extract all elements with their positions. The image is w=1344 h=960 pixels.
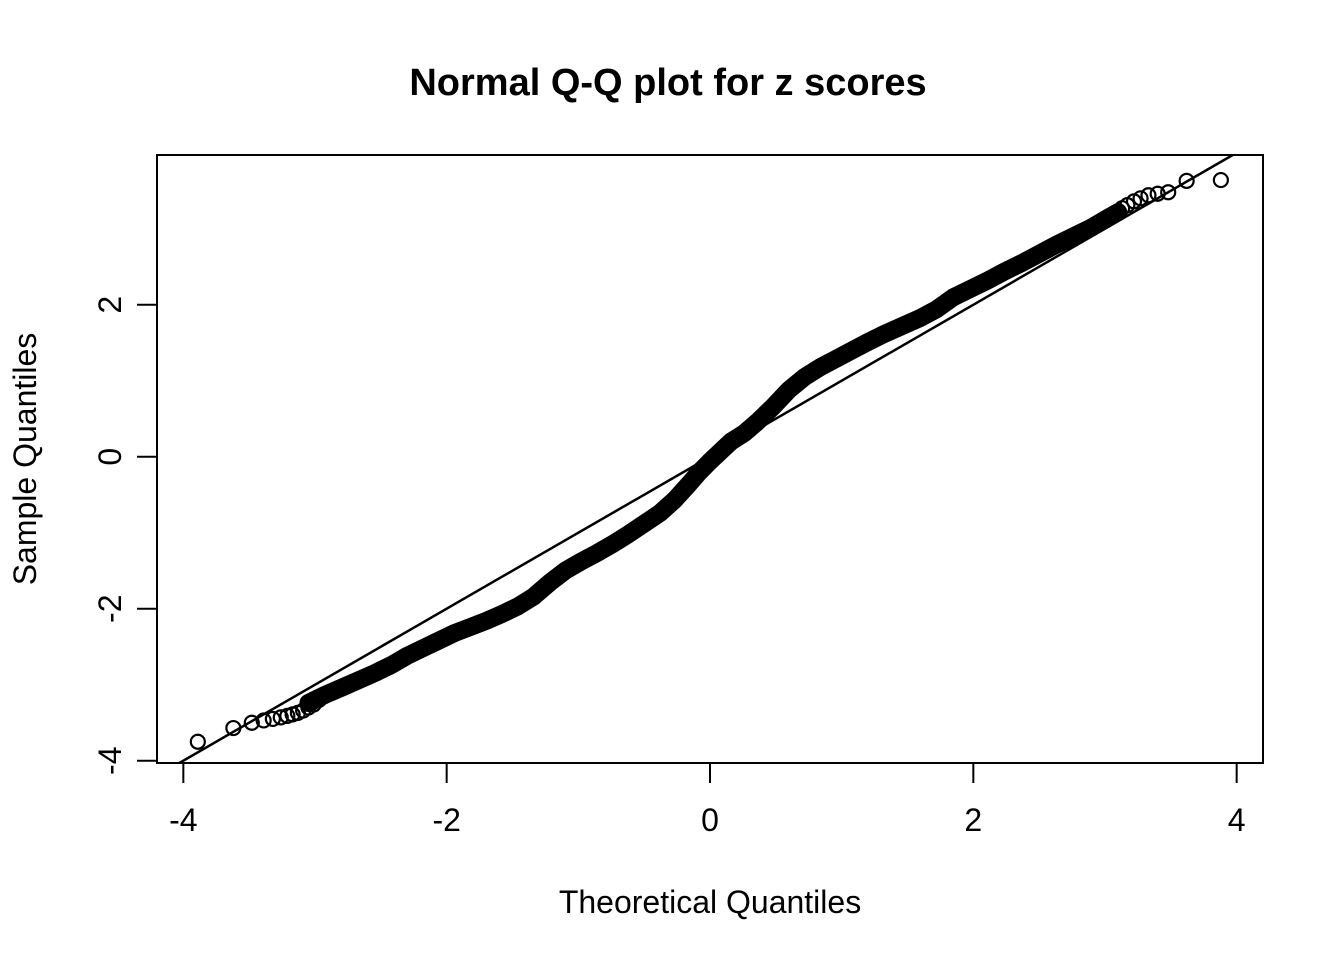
x-axis-title: Theoretical Quantiles [559,884,861,920]
x-tick-label: -4 [169,802,197,838]
data-point [243,714,260,731]
data-point [1031,245,1048,262]
data-point [255,712,272,729]
data-point [1048,236,1065,253]
data-point [1065,228,1082,245]
y-tick-label: -2 [92,594,128,622]
y-axis-title: Sample Quantiles [7,333,43,586]
plot-contents: -4 -2 0 2 4 -4 -2 0 2 [92,153,1246,838]
x-tick-label: 2 [964,802,982,838]
data-point [225,719,242,737]
data-point [333,679,350,696]
data-point [349,672,366,690]
dense-data-point-band [299,203,1128,712]
y-tick-label: -4 [92,746,128,774]
x-tick-label: 0 [701,802,719,838]
data-point [383,656,400,674]
data-point [366,665,383,682]
x-tick-label: 4 [1228,802,1246,838]
data-point [1140,187,1157,204]
x-tick-label: -2 [432,802,460,838]
data-point [1149,185,1166,202]
data-point [1160,184,1177,201]
data-point [1178,172,1195,189]
data-point [1132,190,1149,207]
y-tick-label: 0 [92,448,128,466]
data-point [305,696,322,713]
y-tick-label: 2 [92,296,128,314]
plot-title: Normal Q-Q plot for z scores [409,62,926,104]
data-point [1212,171,1229,189]
data-point [189,733,206,750]
data-point [272,709,289,726]
data-point [316,688,333,705]
